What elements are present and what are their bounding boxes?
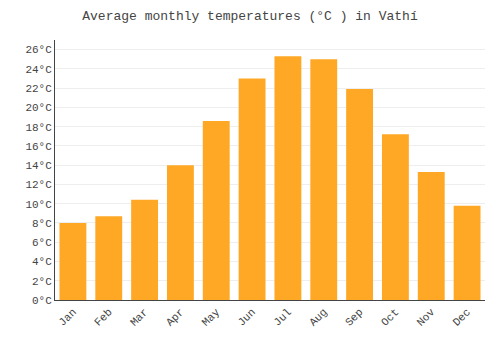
svg-text:12°C: 12°C (25, 179, 52, 191)
svg-text:10°C: 10°C (25, 199, 52, 211)
svg-text:Nov: Nov (415, 306, 438, 329)
svg-text:4°C: 4°C (32, 256, 52, 268)
svg-text:0°C: 0°C (32, 295, 52, 307)
svg-text:24°C: 24°C (25, 64, 52, 76)
svg-text:26°C: 26°C (25, 44, 52, 56)
svg-text:8°C: 8°C (32, 218, 52, 230)
svg-text:Apr: Apr (164, 306, 186, 328)
svg-text:Sep: Sep (343, 306, 365, 328)
svg-text:Mar: Mar (128, 306, 150, 328)
svg-text:Jun: Jun (236, 306, 258, 328)
svg-text:Jan: Jan (56, 306, 78, 328)
svg-text:Dec: Dec (451, 306, 473, 328)
svg-text:Jul: Jul (271, 306, 293, 328)
svg-text:16°C: 16°C (25, 141, 52, 153)
svg-text:2°C: 2°C (32, 276, 52, 288)
svg-text:14°C: 14°C (25, 160, 52, 172)
svg-text:20°C: 20°C (25, 102, 52, 114)
svg-text:6°C: 6°C (32, 237, 52, 249)
svg-text:Oct: Oct (379, 306, 401, 328)
svg-text:22°C: 22°C (25, 83, 52, 95)
svg-text:May: May (200, 306, 223, 329)
svg-text:Feb: Feb (92, 306, 114, 328)
svg-text:Aug: Aug (307, 306, 329, 328)
svg-text:18°C: 18°C (25, 122, 52, 134)
svg-text:Average monthly temperatures (: Average monthly temperatures (°C ) in Va… (82, 9, 418, 24)
